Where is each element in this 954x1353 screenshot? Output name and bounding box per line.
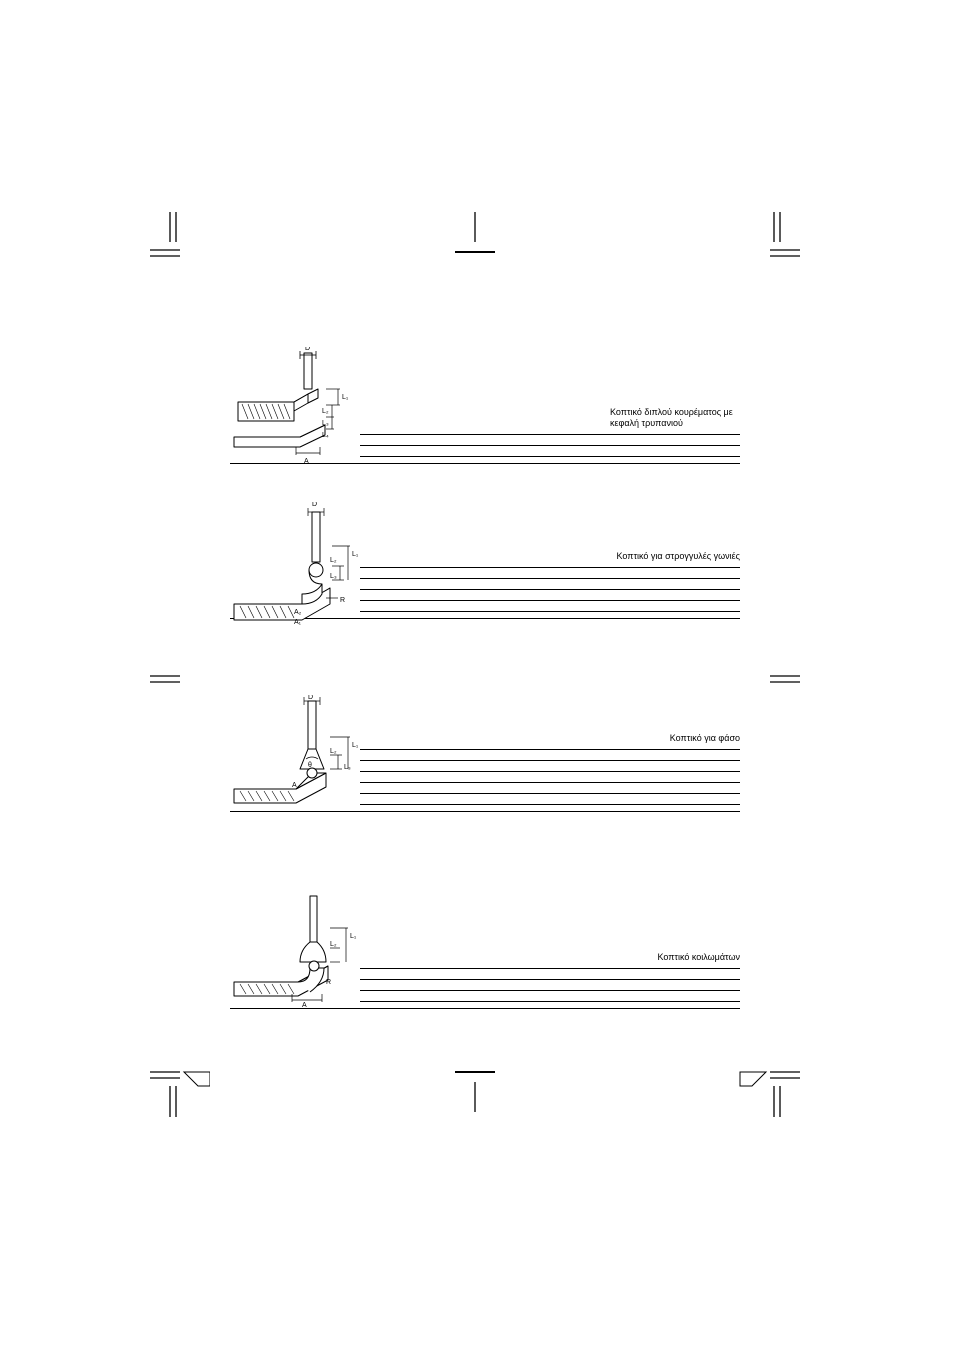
label-L2: L₂	[330, 748, 337, 755]
label-A1: A₁	[294, 619, 302, 626]
label-A: A	[304, 458, 309, 465]
crop-mark-bl	[150, 1062, 210, 1122]
spec-table	[360, 434, 740, 457]
section-chamfer: D L₁ L₂ L₃ θ A Κοπτικό για φάσο	[230, 695, 740, 812]
section-drill-head: D L₁ L₂ L₃ L₄ A Κοπτικό διπλού κουρέματο…	[230, 347, 740, 464]
label-A: A	[292, 782, 297, 789]
crop-mark-tr	[740, 212, 800, 267]
diagram-round-corner: D L₁ L₂ L₃ R A₂ A₁	[230, 502, 360, 612]
label-L1: L₁	[350, 933, 357, 940]
crop-mark-mr	[760, 664, 800, 694]
label-R: R	[326, 979, 331, 986]
crop-mark-bc	[455, 1068, 495, 1113]
label-L4: L₄	[322, 432, 329, 439]
label-D: D	[312, 502, 317, 508]
label-L3: L₃	[330, 573, 337, 580]
section-title: Κοπτικό διπλού κουρέματος με κεφαλή τρυπ…	[610, 407, 740, 428]
spec-table	[360, 968, 740, 1002]
label-D: D	[308, 695, 313, 701]
section-divider	[230, 1008, 740, 1009]
crop-mark-tc	[455, 212, 495, 257]
label-L1: L₁	[352, 551, 359, 558]
label-A2: A₂	[294, 609, 302, 616]
label-D: D	[305, 347, 310, 352]
diagram-drill-head: D L₁ L₂ L₃ L₄ A	[230, 347, 360, 457]
section-title: Κοπτικό για φάσο	[670, 733, 740, 743]
section-cove: L₁ L₂ R A Κοπτικό κοιλωμάτων	[230, 892, 740, 1009]
section-round-corner: D L₁ L₂ L₃ R A₂ A₁ Κοπτικό για στρογγυλέ…	[230, 502, 740, 619]
label-L1: L₁	[352, 742, 359, 749]
section-title: Κοπτικό κοιλωμάτων	[657, 952, 740, 962]
label-L2: L₂	[330, 941, 337, 948]
label-L3: L₃	[322, 420, 329, 427]
label-A: A	[302, 1002, 307, 1007]
section-title: Κοπτικό για στρογγυλές γωνιές	[616, 551, 740, 561]
label-L1: L₁	[342, 394, 349, 401]
crop-mark-br	[730, 1062, 800, 1122]
label-L3: L₃	[344, 764, 351, 771]
label-theta: θ	[308, 762, 312, 769]
diagram-chamfer: D L₁ L₂ L₃ θ A	[230, 695, 360, 805]
crop-mark-ml	[150, 664, 190, 694]
crop-mark-tl	[150, 212, 200, 267]
label-L2: L₂	[322, 408, 329, 415]
label-L2: L₂	[330, 557, 337, 564]
spec-table	[360, 749, 740, 805]
diagram-cove: L₁ L₂ R A	[230, 892, 360, 1002]
label-R: R	[340, 597, 345, 604]
spec-table	[360, 567, 740, 612]
